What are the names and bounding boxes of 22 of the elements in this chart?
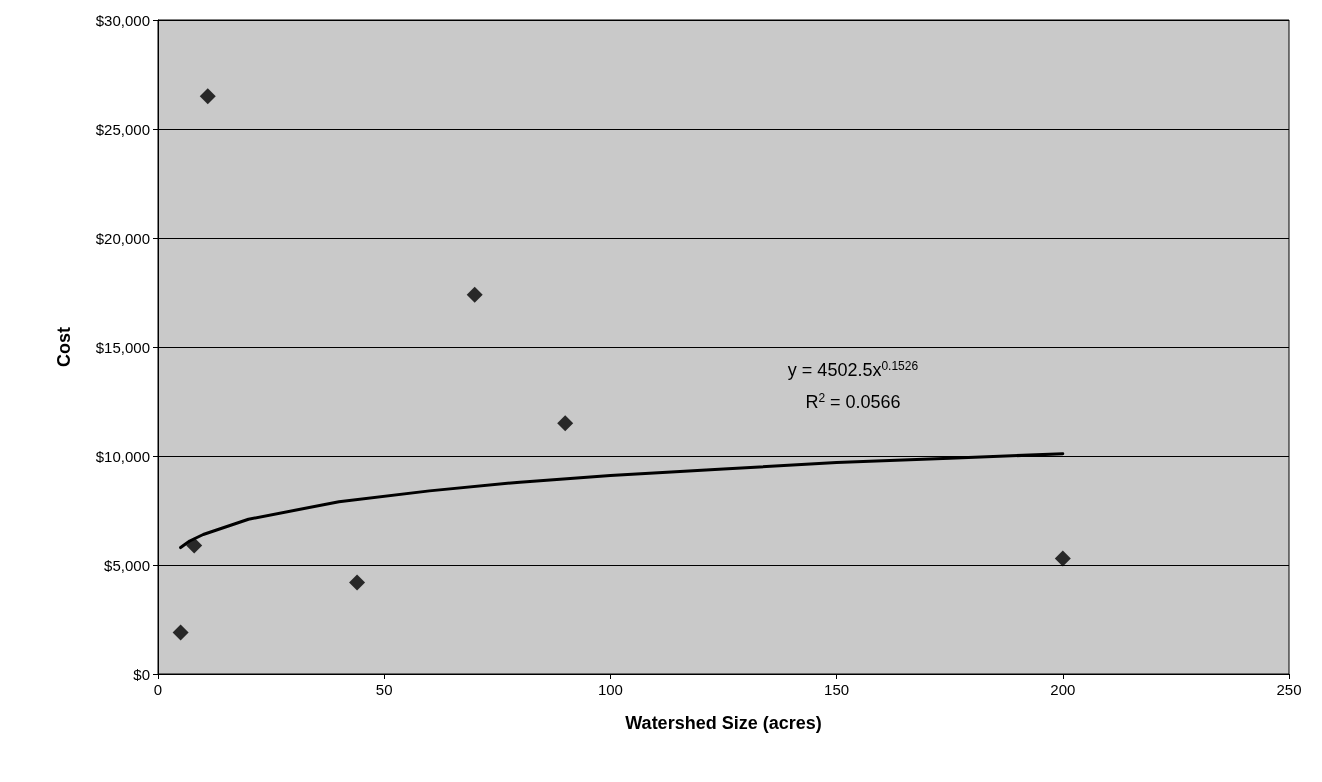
- y-tick-label: $10,000: [95, 447, 150, 465]
- y-tick-label: $15,000: [95, 338, 150, 356]
- x-tick-label: 0: [153, 681, 163, 698]
- x-tick-label: 150: [824, 681, 850, 698]
- point: [1054, 550, 1071, 567]
- y-tick-label: $30,000: [95, 11, 150, 29]
- x-tick-label: 250: [1276, 681, 1302, 698]
- x-tick-label: 50: [375, 681, 393, 698]
- point: [199, 88, 216, 105]
- point: [466, 286, 483, 303]
- y-tick-label: $5,000: [104, 556, 150, 574]
- point: [349, 574, 366, 591]
- y-axis-title: Cost: [54, 327, 74, 367]
- x-axis-title: Watershed Size (acres): [625, 713, 822, 733]
- x-tick-label: 200: [1050, 681, 1076, 698]
- x-tick-label: 100: [597, 681, 623, 698]
- point: [186, 537, 203, 554]
- point: [172, 624, 189, 641]
- y-tick-label: $25,000: [95, 120, 150, 138]
- y-tick-label: $20,000: [95, 229, 150, 247]
- y-tick-label: $0: [133, 665, 150, 683]
- point: [557, 415, 574, 432]
